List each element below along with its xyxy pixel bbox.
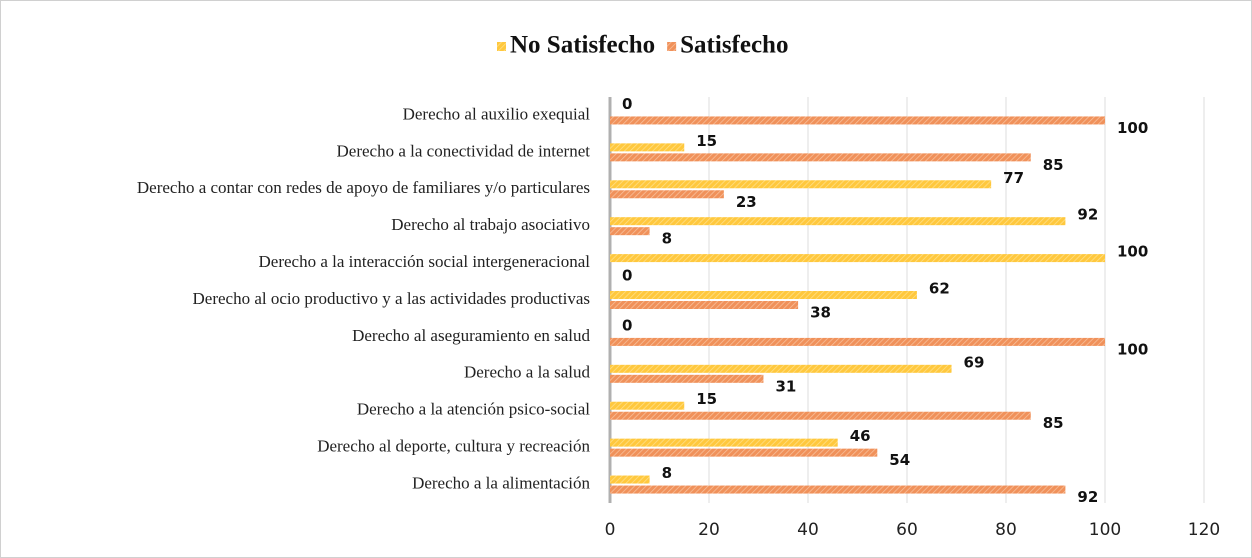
bar [610, 485, 1066, 494]
data-label: 0 [622, 316, 632, 334]
bar [610, 116, 1105, 125]
bar [610, 448, 878, 457]
category-label: Derecho a la atención psico-social [357, 400, 590, 419]
bar [610, 337, 1105, 346]
bar [610, 143, 685, 152]
x-tick-label: 100 [1089, 520, 1121, 540]
data-label: 62 [929, 280, 950, 298]
category-label: Derecho al aseguramiento en salud [352, 326, 590, 345]
data-label: 23 [736, 193, 757, 211]
bar [610, 180, 992, 189]
data-label: 0 [622, 267, 632, 285]
category-label: Derecho al auxilio exequial [403, 104, 591, 123]
data-label: 0 [622, 95, 632, 113]
category-label: Derecho a la interacción social intergen… [259, 252, 591, 271]
data-label: 46 [850, 427, 871, 445]
x-tick-label: 40 [797, 520, 819, 540]
bar [610, 411, 1031, 420]
data-label: 8 [662, 464, 672, 482]
x-tick-label: 60 [896, 520, 918, 540]
data-label: 54 [889, 451, 910, 469]
bar [610, 227, 650, 236]
category-label: Derecho a contar con redes de apoyo de f… [137, 178, 590, 197]
x-tick-label: 120 [1188, 520, 1220, 540]
category-label: Derecho a la conectividad de internet [337, 141, 591, 160]
category-label: Derecho al deporte, cultura y recreación [317, 437, 590, 456]
data-label: 38 [810, 304, 831, 322]
data-label: 92 [1077, 488, 1098, 506]
bar [610, 401, 685, 410]
data-label: 15 [696, 132, 717, 150]
bar [610, 217, 1066, 226]
bar [610, 190, 724, 199]
bar [610, 374, 764, 383]
data-label: 85 [1043, 414, 1064, 432]
bar [610, 301, 799, 309]
data-label: 100 [1117, 119, 1148, 137]
data-label: 100 [1117, 340, 1148, 358]
data-label: 77 [1003, 169, 1024, 187]
data-label: 69 [964, 353, 985, 371]
data-label: 85 [1043, 156, 1064, 174]
legend-label: No Satisfecho [510, 32, 655, 59]
bar [610, 291, 917, 299]
bar [610, 254, 1105, 263]
data-label: 100 [1117, 243, 1148, 261]
bar [610, 153, 1031, 162]
category-label: Derecho a la salud [464, 363, 591, 382]
x-tick-label: 20 [698, 520, 720, 540]
legend-swatch [497, 42, 506, 51]
x-tick-label: 80 [995, 520, 1017, 540]
category-label: Derecho a la alimentación [412, 473, 590, 492]
data-label: 15 [696, 390, 717, 408]
data-label: 92 [1077, 206, 1098, 224]
bar [610, 438, 838, 447]
legend-swatch [667, 42, 677, 51]
x-tick-label: 0 [605, 520, 616, 540]
data-label: 8 [662, 230, 672, 248]
bar [610, 475, 650, 484]
bar [610, 364, 952, 373]
data-label: 31 [775, 377, 796, 395]
legend-label: Satisfecho [680, 32, 788, 59]
category-label: Derecho al ocio productivo y a las activ… [193, 289, 590, 308]
category-label: Derecho al trabajo asociativo [391, 215, 590, 234]
